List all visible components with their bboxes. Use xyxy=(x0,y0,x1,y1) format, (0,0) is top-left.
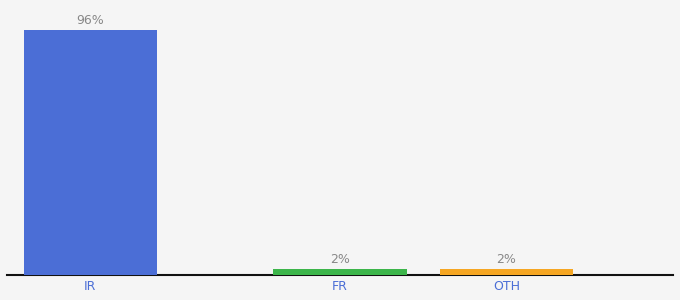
Text: 2%: 2% xyxy=(496,253,517,266)
Bar xyxy=(24,30,157,274)
Text: 2%: 2% xyxy=(330,253,350,266)
Bar xyxy=(440,269,573,275)
Text: 96%: 96% xyxy=(76,14,104,27)
Bar xyxy=(273,269,407,275)
